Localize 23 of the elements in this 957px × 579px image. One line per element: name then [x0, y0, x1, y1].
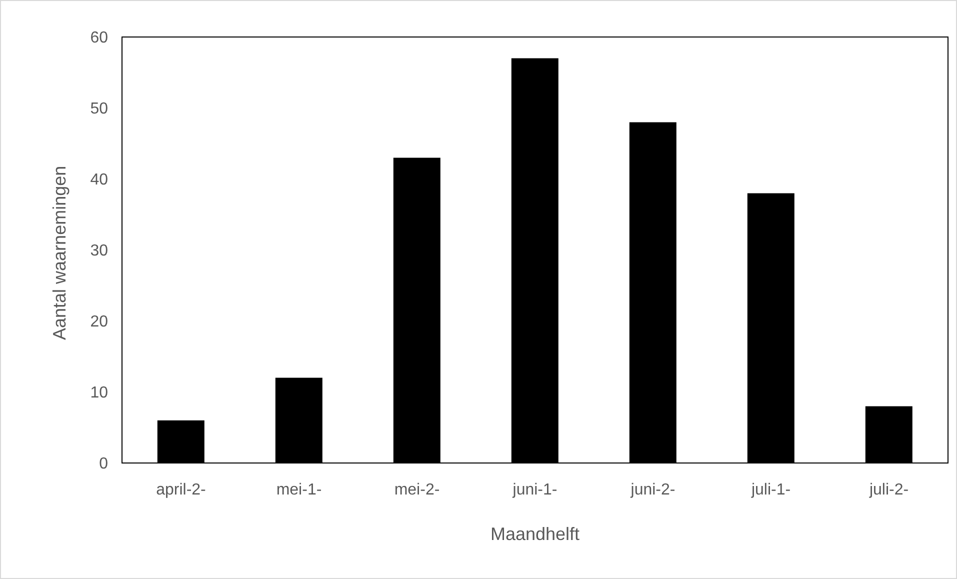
x-tick-label: juni-2-	[630, 481, 676, 498]
y-tick-label: 0	[99, 456, 108, 473]
y-tick-label: 50	[90, 100, 108, 118]
bar	[865, 406, 912, 463]
x-tick-label: juli-1-	[750, 481, 791, 498]
bar	[747, 193, 794, 463]
y-tick-label: 30	[90, 242, 108, 260]
x-axis-title: Maandhelft	[490, 524, 580, 544]
bar	[275, 378, 322, 463]
bar	[157, 420, 204, 463]
y-tick-label: 20	[90, 314, 108, 331]
y-tick-label: 40	[90, 172, 108, 189]
x-tick-label: april-2-	[156, 481, 206, 498]
bar	[629, 122, 676, 463]
bar	[393, 158, 440, 463]
y-tick-label: 10	[90, 384, 108, 402]
y-axis-title: Aantal waarnemingen	[49, 166, 70, 340]
x-tick-label: mei-2-	[394, 481, 440, 498]
x-tick-label: juni-1-	[512, 481, 558, 498]
bar	[511, 58, 558, 463]
x-tick-label: mei-1-	[276, 481, 322, 498]
x-tick-label: juli-2-	[868, 481, 909, 498]
y-tick-label: 60	[90, 30, 108, 47]
